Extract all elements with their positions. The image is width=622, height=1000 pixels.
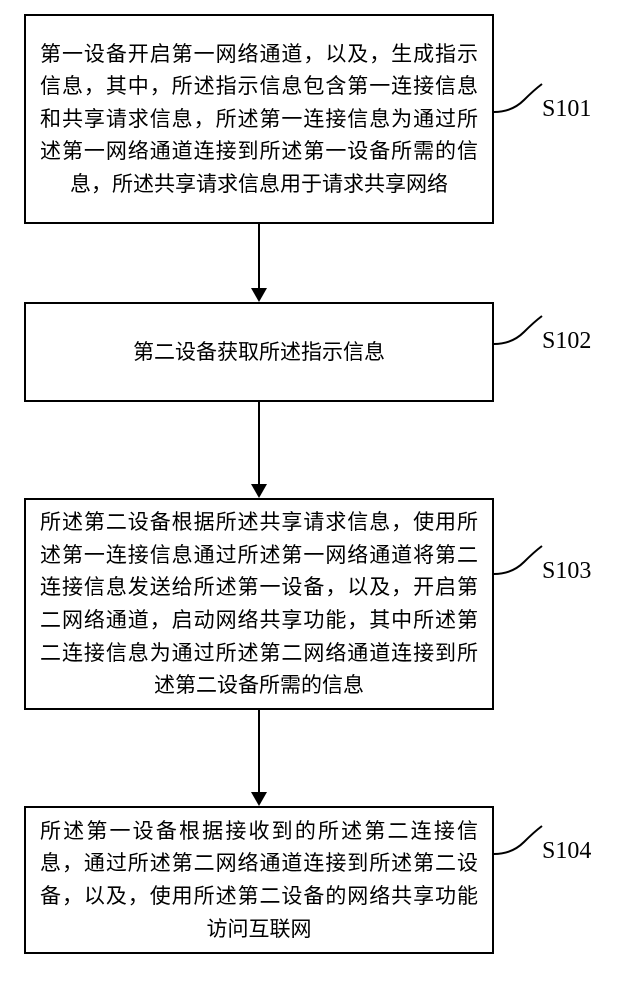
step-box-s102: 第二设备获取所述指示信息 [24,302,494,402]
label-curve-s101 [494,80,544,120]
step-box-s104: 所述第一设备根据接收到的所述第二连接信息，通过所述第二网络通道连接到所述第二设备… [24,806,494,954]
label-curve-s102 [494,312,544,352]
step-text-s101: 第一设备开启第一网络通道，以及，生成指示信息，其中，所述指示信息包含第一连接信息… [40,38,478,201]
step-box-s101: 第一设备开启第一网络通道，以及，生成指示信息，其中，所述指示信息包含第一连接信息… [24,14,494,224]
step-label-s103: S103 [542,558,591,585]
arrow-1 [258,224,260,300]
step-text-s103: 所述第二设备根据所述共享请求信息，使用所述第一连接信息通过所述第一网络通道将第二… [40,506,478,701]
label-curve-s104 [494,822,544,862]
arrow-2 [258,402,260,496]
arrow-3 [258,710,260,804]
step-label-s102: S102 [542,328,591,355]
step-label-s104: S104 [542,838,591,865]
label-curve-s103 [494,542,544,582]
step-text-s102: 第二设备获取所述指示信息 [133,336,385,369]
step-box-s103: 所述第二设备根据所述共享请求信息，使用所述第一连接信息通过所述第一网络通道将第二… [24,498,494,710]
step-text-s104: 所述第一设备根据接收到的所述第二连接信息，通过所述第二网络通道连接到所述第二设备… [40,815,478,945]
step-label-s101: S101 [542,96,591,123]
flowchart-container: 第一设备开启第一网络通道，以及，生成指示信息，其中，所述指示信息包含第一连接信息… [0,0,622,1000]
